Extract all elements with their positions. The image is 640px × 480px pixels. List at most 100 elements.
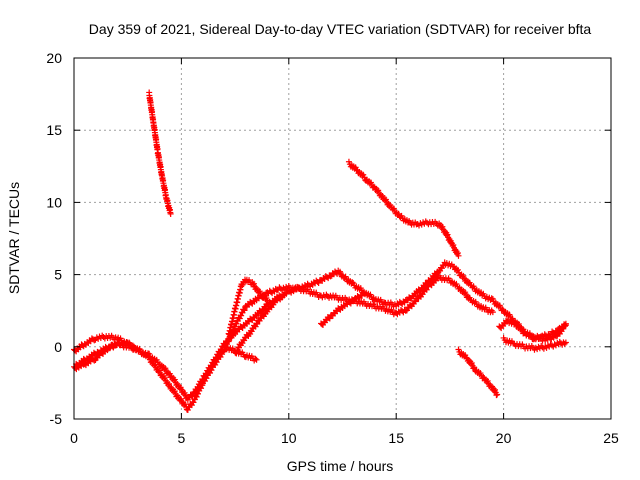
data-point: [562, 339, 569, 346]
x-tick-label: 0: [70, 430, 78, 446]
data-point: [131, 343, 138, 350]
y-tick-label: 20: [46, 50, 62, 66]
data-point: [193, 393, 200, 400]
data-point: [454, 250, 461, 257]
data-point: [553, 328, 560, 335]
data-point: [367, 179, 374, 186]
chart-title: Day 359 of 2021, Sidereal Day-to-day VTE…: [89, 21, 592, 37]
data-point: [424, 281, 431, 288]
data-point: [489, 309, 496, 316]
data-point: [194, 390, 201, 397]
data-point: [492, 386, 499, 393]
data-point: [484, 377, 491, 384]
data-series: [71, 259, 569, 403]
y-axis-label: SDTVAR / TECUs: [6, 182, 22, 294]
data-point: [195, 384, 202, 391]
data-point: [171, 388, 178, 395]
data-point: [546, 332, 553, 339]
data-point: [189, 393, 196, 400]
data-point: [256, 288, 263, 295]
data-point: [162, 365, 169, 372]
data-point: [253, 356, 260, 363]
data-point: [171, 376, 178, 383]
data-point: [326, 315, 333, 322]
data-point: [193, 387, 200, 394]
data-point: [439, 223, 446, 230]
data-point: [236, 315, 243, 322]
data-series: [455, 346, 501, 399]
data-point: [315, 279, 322, 286]
data-point: [561, 322, 568, 329]
data-point: [262, 304, 269, 311]
data-point: [166, 380, 173, 387]
x-axis-label: GPS time / hours: [287, 458, 394, 474]
data-point: [477, 370, 484, 377]
data-point: [382, 196, 389, 203]
y-tick-label: 15: [46, 122, 62, 138]
data-point: [91, 357, 98, 364]
data-point: [347, 300, 354, 307]
y-tick-label: 5: [54, 267, 62, 283]
data-point: [349, 279, 356, 286]
x-tick-label: 5: [178, 430, 186, 446]
data-point: [401, 299, 408, 306]
data-series: [73, 338, 138, 369]
data-point: [562, 320, 569, 327]
x-tick-label: 15: [388, 430, 404, 446]
plot-frame: [73, 57, 612, 420]
data-point: [518, 325, 525, 332]
data-point: [129, 342, 136, 349]
data-point: [462, 289, 469, 296]
data-point: [412, 298, 419, 305]
data-point: [444, 231, 451, 238]
data-series: [318, 289, 367, 328]
data-point: [454, 266, 461, 273]
data-series: [500, 334, 569, 353]
data-point: [494, 391, 501, 398]
data-point: [455, 252, 462, 259]
data-series: [221, 342, 260, 364]
y-tick-label: -5: [50, 411, 63, 427]
grid: [74, 58, 611, 419]
data-point: [232, 323, 239, 330]
y-tick-label: 0: [54, 339, 62, 355]
data-point: [252, 355, 259, 362]
data-point: [198, 379, 205, 386]
y-tick-label: 10: [46, 194, 62, 210]
data-point: [161, 374, 168, 381]
data-point: [250, 280, 257, 287]
data-point: [327, 273, 334, 280]
data-point: [281, 291, 288, 298]
data-points: [71, 89, 569, 413]
x-tick-label: 20: [496, 430, 512, 446]
data-point: [375, 187, 382, 194]
x-tick-label: 25: [603, 430, 619, 446]
data-series: [146, 89, 174, 217]
data-point: [263, 294, 270, 301]
data-point: [360, 290, 367, 297]
data-series: [232, 291, 288, 357]
data-point: [238, 312, 245, 319]
data-point: [182, 401, 189, 408]
data-point: [264, 297, 271, 304]
data-point: [460, 272, 467, 279]
data-point: [254, 321, 261, 328]
data-point: [167, 210, 174, 217]
data-point: [493, 392, 500, 399]
axis-ticks: 0 5 10 15 20 25 -5 0 5 10 15 20: [46, 50, 619, 446]
data-point: [181, 389, 188, 396]
data-point: [233, 320, 240, 327]
x-tick-label: 10: [281, 430, 297, 446]
data-series: [345, 158, 462, 259]
data-series: [225, 276, 271, 338]
data-point: [450, 241, 457, 248]
data-point: [488, 295, 495, 302]
data-point: [360, 171, 367, 178]
data-point: [241, 307, 248, 314]
data-series: [496, 317, 569, 343]
data-point: [198, 385, 205, 392]
data-point: [390, 205, 397, 212]
data-point: [91, 337, 98, 344]
data-point: [471, 364, 478, 371]
